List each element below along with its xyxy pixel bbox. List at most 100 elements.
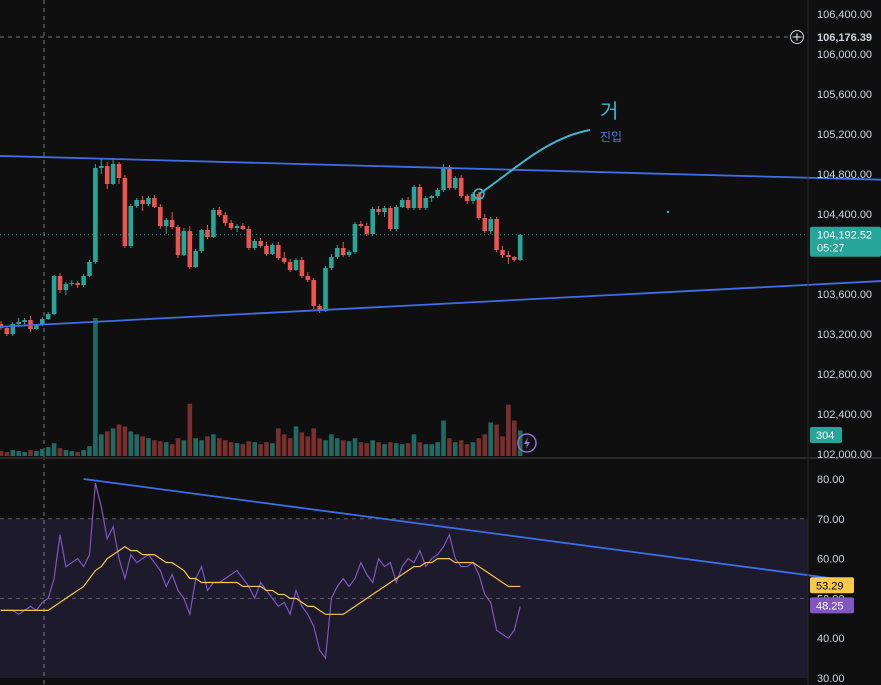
- rsi-ma-line: [1, 545, 521, 615]
- candle-body: [152, 198, 157, 207]
- volume-bar: [429, 444, 434, 456]
- candle-body: [175, 227, 181, 255]
- candle-body: [429, 196, 434, 198]
- volume-bar: [453, 442, 458, 456]
- volume-bar: [447, 438, 452, 456]
- price-axis[interactable]: 106,400.00 106,000.00 105,600.00 105,200.00…: [817, 9, 872, 461]
- candle-body: [93, 168, 98, 262]
- volume-bar: [464, 444, 470, 456]
- volume-bar: [122, 426, 128, 456]
- entry-annotation[interactable]: 거 진입: [473, 99, 622, 200]
- candle-body: [388, 208, 393, 229]
- candle-body: [399, 200, 405, 207]
- volume-bar: [211, 434, 216, 456]
- volume-bar: [28, 450, 33, 456]
- rsi-badge-label: 53.29: [816, 580, 844, 592]
- candle-body: [506, 255, 511, 257]
- volume-bar: [293, 426, 299, 456]
- candle-body: [10, 324, 16, 334]
- price-tick-label: 106,400.00: [817, 9, 872, 21]
- annotation-symbol: 거: [600, 99, 618, 123]
- volume-bar: [10, 450, 16, 456]
- candle-body: [128, 206, 134, 246]
- volume-bar: [352, 438, 358, 456]
- current-price-badge: 104,192.52 05:27: [810, 226, 881, 257]
- candle-body: [140, 200, 145, 204]
- volume-bar: [476, 438, 482, 456]
- candle-body: [340, 248, 346, 255]
- volume-bar: [234, 443, 240, 456]
- plus-icon: [793, 33, 801, 41]
- volume-bar: [482, 434, 488, 456]
- volume-bar: [364, 443, 370, 456]
- candle-body: [222, 215, 228, 223]
- volume-bar: [299, 432, 305, 456]
- candle-body: [305, 276, 311, 280]
- volume-badge: 304: [810, 427, 842, 443]
- volume-bar: [264, 442, 269, 456]
- volume-bar: [81, 450, 86, 456]
- price-tick-label: 103,600.00: [817, 289, 872, 301]
- volume-bar: [399, 444, 405, 456]
- volume-bar: [158, 441, 163, 456]
- volume-bar: [411, 434, 417, 456]
- candle-body: [323, 268, 328, 311]
- volume-bar: [116, 424, 122, 456]
- rsi-tick-label: 60.00: [817, 554, 845, 566]
- volume-bar: [246, 441, 252, 456]
- volume-bar: [358, 442, 364, 456]
- trendline[interactable]: [0, 271, 881, 328]
- price-tick-label: 104,800.00: [817, 169, 872, 181]
- candle-body: [264, 246, 269, 254]
- price-tick-label: 105,200.00: [817, 129, 872, 141]
- candle-body: [476, 194, 482, 218]
- candle-body: [158, 207, 163, 226]
- trendline[interactable]: [0, 155, 881, 185]
- volume-bar: [340, 440, 346, 456]
- lightning-icon[interactable]: [517, 433, 537, 453]
- volume-bars: [0, 318, 523, 456]
- candle-body: [435, 190, 440, 196]
- trendline[interactable]: [83, 478, 834, 580]
- candle-body: [317, 306, 322, 311]
- candle-body: [376, 209, 381, 212]
- volume-bar: [370, 440, 375, 456]
- volume-bar: [146, 438, 151, 456]
- volume-bar: [45, 447, 51, 456]
- crosshair-price: 106,176.39: [817, 32, 872, 44]
- price-tick-label: 102,000.00: [817, 449, 872, 461]
- volume-bar: [40, 449, 45, 456]
- volume-bar: [240, 444, 246, 456]
- volume-bar: [4, 452, 10, 456]
- rsi-line: [1, 482, 521, 660]
- candle-body: [453, 178, 458, 188]
- candle-body: [252, 241, 257, 248]
- candle-body: [16, 322, 21, 324]
- volume-bar: [193, 438, 198, 456]
- candle-body: [69, 283, 75, 284]
- volume-bar: [500, 436, 505, 456]
- volume-bar: [16, 451, 21, 456]
- volume-bar: [317, 438, 322, 456]
- candle-body: [40, 319, 45, 325]
- volume-bar: [441, 420, 446, 456]
- volume-bar: [376, 442, 381, 456]
- annotation-label: 진입: [600, 130, 622, 144]
- volume-bar: [270, 443, 275, 456]
- candle-body: [163, 220, 169, 226]
- candle-body: [417, 187, 423, 208]
- volume-bar: [323, 440, 328, 456]
- crosshair-price-label: 106,176.39: [790, 28, 881, 46]
- candle-body: [329, 257, 334, 268]
- volume-bar: [470, 442, 476, 456]
- trendlines[interactable]: [0, 155, 881, 580]
- volume-bar: [394, 443, 399, 456]
- volume-bar: [222, 440, 228, 456]
- volume-bar: [51, 443, 57, 456]
- candle-body: [470, 194, 476, 201]
- small-marker: [666, 210, 670, 214]
- volume-bar: [252, 442, 257, 456]
- add-alert-icon[interactable]: [790, 30, 804, 44]
- candle-body: [57, 276, 63, 290]
